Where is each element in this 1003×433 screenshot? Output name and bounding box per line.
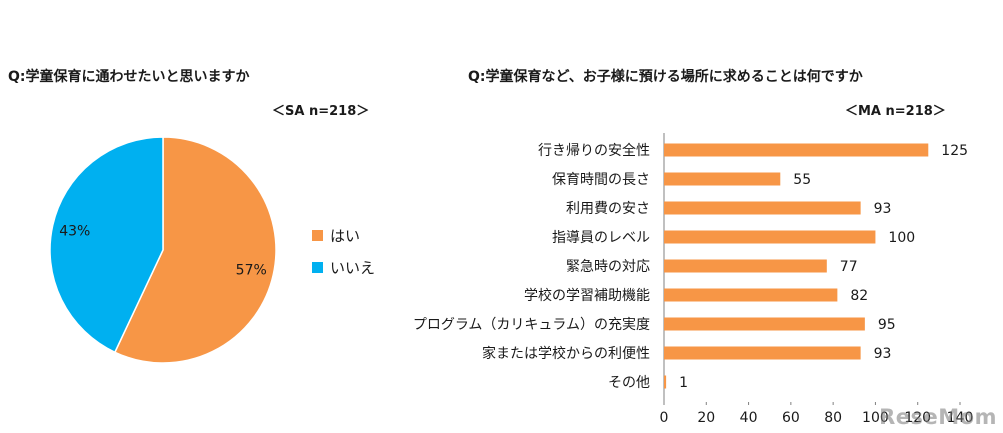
category-label: 保育時間の長さ — [552, 172, 650, 188]
legend-label: はい — [330, 227, 360, 245]
x-tick-label: 100 — [862, 410, 889, 426]
legend-swatch — [312, 230, 323, 241]
x-tick-label: 0 — [660, 410, 669, 426]
data-label: 77 — [840, 259, 858, 275]
bar — [664, 346, 861, 360]
bar — [664, 259, 827, 273]
category-label: 家または学校からの利便性 — [482, 345, 650, 362]
pie-slice — [113, 136, 277, 364]
left-sample-note: ＜SA n=218＞ — [272, 104, 370, 119]
category-label: プログラム（カリキュラム）の充実度 — [413, 317, 650, 333]
watermark-logo: ReseMom — [879, 405, 997, 429]
category-label: 行き帰りの安全性 — [538, 142, 650, 159]
left-question-title: Q:学童保育に通わせたいと思いますか — [8, 69, 250, 85]
bar — [664, 172, 781, 186]
right-sample-note: ＜MA n=218＞ — [845, 104, 946, 119]
bar — [664, 288, 838, 302]
category-label: 緊急時の対応 — [566, 259, 650, 275]
x-tick-label: 140 — [947, 410, 974, 426]
pie-slice-label: 57% — [236, 263, 267, 279]
bar — [664, 230, 876, 244]
category-label: 利用費の安さ — [566, 201, 650, 217]
bar — [664, 201, 861, 215]
data-label: 93 — [874, 346, 892, 362]
data-label: 93 — [874, 201, 892, 217]
bar — [664, 317, 865, 331]
x-tick-label: 60 — [782, 410, 800, 426]
category-label: 指導員のレベル — [552, 230, 650, 246]
data-label: 125 — [941, 143, 968, 159]
x-tick-label: 40 — [740, 410, 758, 426]
legend-label: いいえ — [330, 259, 375, 277]
data-label: 95 — [878, 317, 896, 333]
data-label: 55 — [793, 172, 811, 188]
x-tick-label: 80 — [824, 410, 842, 426]
data-label: 100 — [888, 230, 915, 246]
x-tick-label: 20 — [697, 410, 715, 426]
bar-chart: 行き帰りの安全性 125 保育時間の長さ 55 利用費の安さ 93 指導員のレベル 100 緊急… — [413, 133, 974, 426]
x-tick-label: 120 — [904, 410, 931, 426]
pie-slice-label: 43% — [59, 223, 90, 239]
bar — [664, 143, 929, 157]
bar — [664, 375, 667, 389]
data-label: 82 — [850, 288, 868, 304]
pie-slice — [49, 136, 164, 354]
category-label: その他 — [608, 375, 650, 391]
category-label: 学校の学習補助機能 — [524, 287, 650, 304]
right-question-title: Q:学童保育など、お子様に預ける場所に求めることは何ですか — [468, 69, 863, 85]
data-label: 1 — [679, 375, 688, 391]
legend-swatch — [312, 262, 323, 273]
